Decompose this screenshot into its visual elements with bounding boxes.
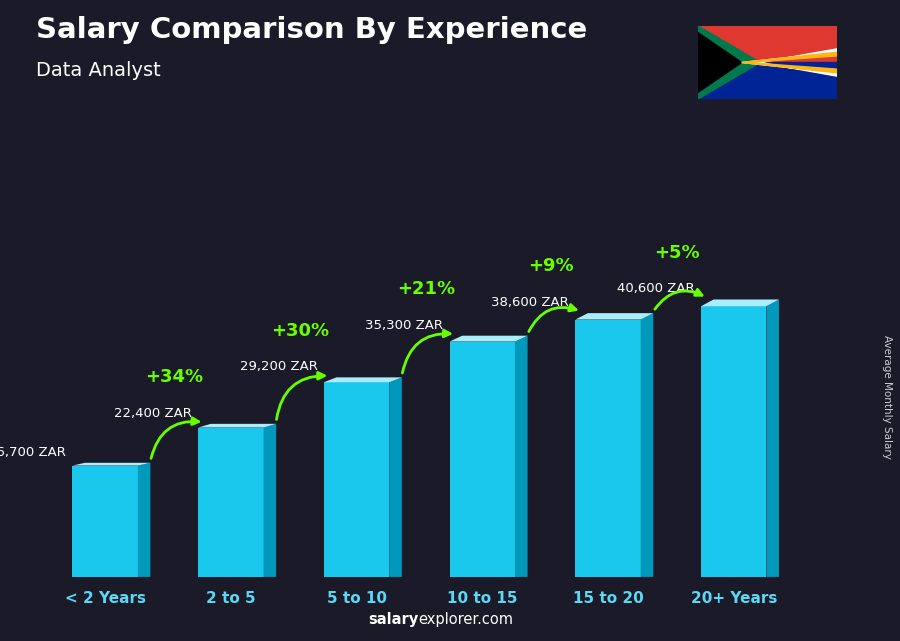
Polygon shape <box>742 49 837 76</box>
Bar <box>73 465 138 577</box>
Text: Average Monthly Salary: Average Monthly Salary <box>881 335 892 460</box>
Text: 22,400 ZAR: 22,400 ZAR <box>114 407 192 420</box>
Text: salary: salary <box>368 612 418 627</box>
Polygon shape <box>698 26 760 99</box>
Polygon shape <box>575 313 653 320</box>
Bar <box>324 382 390 577</box>
Polygon shape <box>742 52 837 73</box>
Text: 29,200 ZAR: 29,200 ZAR <box>239 360 318 373</box>
Polygon shape <box>138 463 150 577</box>
Polygon shape <box>264 424 276 577</box>
Polygon shape <box>390 378 401 577</box>
Text: 38,600 ZAR: 38,600 ZAR <box>491 296 569 309</box>
Polygon shape <box>450 336 527 342</box>
Polygon shape <box>641 313 653 577</box>
Polygon shape <box>198 424 276 428</box>
Text: Data Analyst: Data Analyst <box>36 61 161 80</box>
Polygon shape <box>324 378 401 382</box>
Polygon shape <box>767 299 779 577</box>
Bar <box>198 428 264 577</box>
Text: 40,600 ZAR: 40,600 ZAR <box>617 283 695 296</box>
Text: explorer.com: explorer.com <box>418 612 514 627</box>
Text: +5%: +5% <box>654 244 700 262</box>
Bar <box>450 342 515 577</box>
Polygon shape <box>698 32 742 93</box>
Text: 16,700 ZAR: 16,700 ZAR <box>0 445 67 459</box>
Polygon shape <box>73 463 150 465</box>
Bar <box>575 320 641 577</box>
Text: +21%: +21% <box>397 280 454 298</box>
Text: +9%: +9% <box>528 258 574 276</box>
Polygon shape <box>515 336 527 577</box>
Text: +34%: +34% <box>145 368 203 386</box>
Text: Salary Comparison By Experience: Salary Comparison By Experience <box>36 16 587 44</box>
Polygon shape <box>701 299 779 306</box>
Bar <box>698 62 837 99</box>
Bar <box>701 306 767 577</box>
Bar <box>698 26 837 62</box>
Text: +30%: +30% <box>271 322 329 340</box>
Text: 35,300 ZAR: 35,300 ZAR <box>365 319 444 331</box>
